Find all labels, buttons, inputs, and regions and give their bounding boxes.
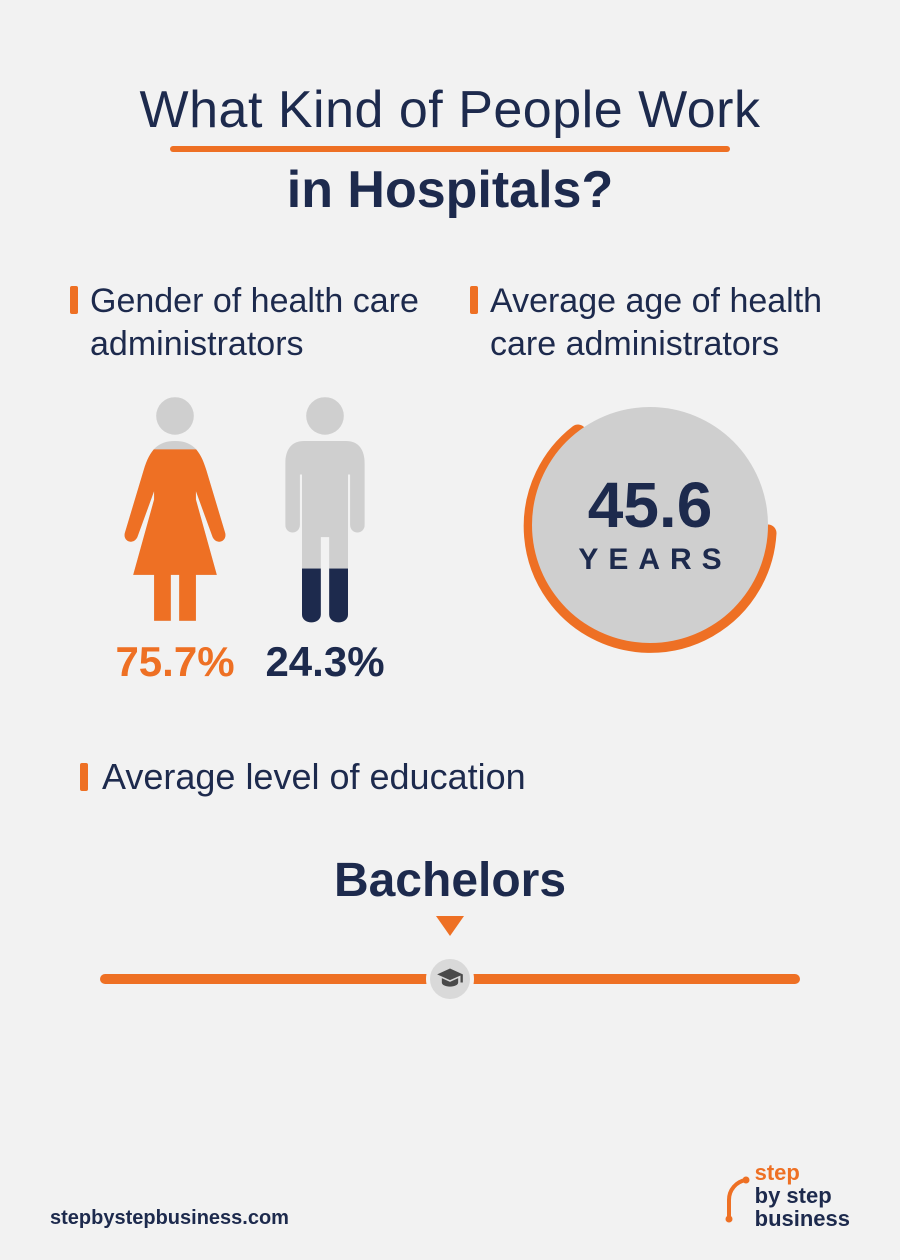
age-heading-text: Average age of health care administrator… [490, 280, 830, 365]
gender-heading: Gender of health care administrators [70, 280, 430, 365]
logo-line3: business [755, 1207, 850, 1230]
footer: stepbystepbusiness.com step by step busi… [50, 1161, 850, 1230]
male-figure: 24.3% [260, 395, 390, 686]
bullet-tick-icon [80, 763, 88, 791]
logo-word-step: step [755, 1160, 800, 1185]
age-text: 45.6 YEARS [520, 395, 780, 655]
title-block: What Kind of People Work in Hospitals? [0, 0, 900, 220]
gender-figures: 75.7% 24.3% [70, 395, 430, 686]
graduation-cap-icon [426, 955, 474, 1003]
age-column: Average age of health care administrator… [470, 280, 830, 686]
age-value: 45.6 [588, 473, 713, 537]
logo-line1: step [755, 1161, 850, 1184]
education-heading-text: Average level of education [102, 756, 526, 798]
logo-line2: by step [755, 1184, 850, 1207]
stats-row: Gender of health care administrators 75.… [0, 220, 900, 686]
age-heading: Average age of health care administrator… [470, 280, 830, 365]
female-pct: 75.7% [110, 638, 240, 686]
age-circle: 45.6 YEARS [520, 395, 780, 655]
gender-column: Gender of health care administrators 75.… [70, 280, 430, 686]
education-bar [100, 954, 800, 1004]
gender-heading-text: Gender of health care administrators [90, 280, 430, 365]
male-pct: 24.3% [260, 638, 390, 686]
logo-arc-icon [721, 1175, 751, 1225]
footer-url: stepbystepbusiness.com [50, 1207, 289, 1230]
female-figure: 75.7% [110, 395, 240, 686]
brand-logo: step by step business [725, 1161, 850, 1230]
female-icon [110, 395, 240, 625]
male-icon [260, 395, 390, 625]
education-heading: Average level of education [80, 756, 820, 798]
title-underline [170, 146, 730, 152]
bullet-tick-icon [470, 286, 478, 314]
bullet-tick-icon [70, 286, 78, 314]
education-section: Average level of education Bachelors [0, 686, 900, 1004]
age-unit: YEARS [578, 543, 731, 577]
age-circle-wrap: 45.6 YEARS [470, 395, 830, 655]
triangle-down-icon [436, 916, 464, 936]
education-value-wrap: Bachelors [80, 853, 820, 936]
education-value: Bachelors [80, 853, 820, 908]
title-line2: in Hospitals? [0, 160, 900, 220]
title-line1: What Kind of People Work [0, 80, 900, 140]
